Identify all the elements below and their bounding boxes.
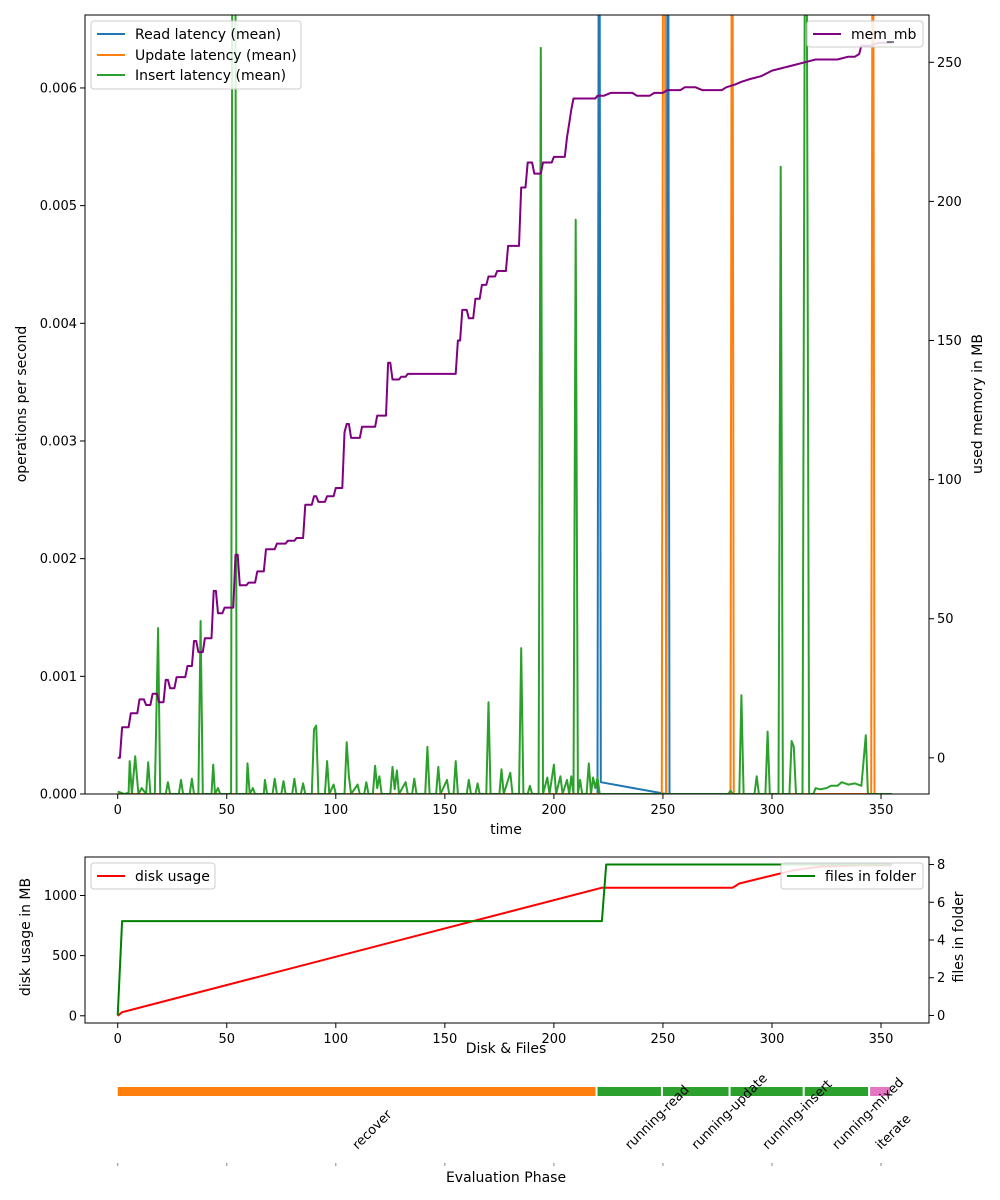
y-tick-label: 0.006: [40, 81, 77, 96]
x-tick-label: 50: [218, 1032, 235, 1047]
x-tick-label: 100: [323, 803, 348, 818]
phase-bar-running-mixed: [804, 1087, 869, 1096]
disk-panel-frame: [84, 856, 930, 1024]
legend-latency-box: [90, 20, 302, 90]
phase-bar-running-update: [662, 1087, 729, 1096]
legend-label-update: Update latency (mean): [135, 48, 297, 64]
y-axis-label-ops: operations per second: [14, 326, 30, 483]
legend-label-disk: disk usage: [135, 869, 210, 885]
legend-memory-box: [806, 20, 924, 48]
phase-minor-ticks: [117, 1163, 882, 1166]
y-tick-label: 0.005: [40, 199, 77, 214]
phase-bar-recover: [117, 1087, 596, 1096]
x-tick-label: 250: [651, 803, 676, 818]
x-tick-label: 200: [541, 803, 566, 818]
x-tick-label: 350: [869, 1032, 894, 1047]
disk-panel-ticks: 0 50 100 150 200 250 300 350 0 500 1000 0 2 4 6 8: [44, 858, 945, 1047]
y2-tick-label: 2: [937, 971, 945, 986]
x-tick-label: 200: [541, 1032, 566, 1047]
x-tick-label: 350: [869, 803, 894, 818]
x-tick-label: 150: [432, 1032, 457, 1047]
latency-panel-ticks: 0 50 100 150 200 250 300 350 0.000 0.001 0.002 0.00…: [40, 56, 962, 818]
x-axis-label-time: time: [490, 822, 522, 838]
x-tick-label: 300: [760, 803, 785, 818]
legend-disk: disk usage: [90, 862, 216, 890]
x-tick-label: 150: [432, 803, 457, 818]
x-tick-label: 0: [114, 1032, 122, 1047]
y-axis-label-disk: disk usage in MB: [18, 878, 34, 996]
x-axis-label-disk-files: Disk & Files: [466, 1041, 547, 1057]
y2-tick-label: 150: [937, 334, 962, 349]
legend-files: files in folder: [780, 862, 924, 890]
x-tick-label: 100: [323, 1032, 348, 1047]
y2-tick-label: 8: [937, 858, 945, 873]
x-tick-label: 0: [114, 803, 122, 818]
y-tick-label: 500: [52, 949, 77, 964]
legend-label-read: Read latency (mean): [135, 27, 281, 43]
latency-memory-panel: 0 50 100 150 200 250 300 350 0.000 0.001 0.002 0.00…: [14, 14, 986, 838]
legend-files-box: [780, 862, 924, 890]
y2-tick-label: 200: [937, 195, 962, 210]
legend-label-insert: Insert latency (mean): [135, 68, 286, 84]
y2-axis-label-memory: used memory in MB: [970, 334, 986, 474]
y-tick-label: 0.002: [40, 552, 77, 567]
legend-label-files: files in folder: [825, 869, 916, 885]
y-tick-label: 1000: [44, 889, 77, 904]
x-tick-label: 250: [651, 1032, 676, 1047]
x-tick-label: 50: [218, 803, 235, 818]
legend-memory: mem_mb: [806, 20, 924, 48]
phase-bar-running-insert: [730, 1087, 803, 1096]
x-tick-label: 300: [760, 1032, 785, 1047]
y-tick-label: 0.000: [40, 788, 77, 803]
series-line-mem-mb: [117, 41, 892, 759]
legend-disk-box: [90, 862, 216, 890]
y2-tick-label: 6: [937, 896, 945, 911]
series-line-files-in-folder: [116, 863, 892, 1016]
y2-axis-label-files: files in folder: [951, 891, 967, 982]
disk-files-panel: 0 50 100 150 200 250 300 350 0 500 1000 0 2 4 6 8 Disk …: [18, 856, 967, 1057]
y-tick-label: 0: [69, 1009, 77, 1024]
y-tick-label: 0.004: [40, 317, 77, 332]
x-axis-label-phase: Evaluation Phase: [446, 1170, 566, 1186]
y2-tick-label: 100: [937, 473, 962, 488]
y2-tick-label: 0: [937, 751, 945, 766]
latency-panel-frame: [84, 14, 930, 795]
phase-bar-running-read: [597, 1087, 661, 1096]
phase-bars: [117, 1087, 890, 1096]
y2-tick-label: 4: [937, 934, 945, 949]
phase-bar-iterate: [870, 1087, 890, 1096]
legend-label-mem: mem_mb: [851, 27, 917, 43]
y-tick-label: 0.003: [40, 434, 77, 449]
latency-panel-lines: [117, 15, 892, 794]
y2-tick-label: 0: [937, 1009, 945, 1024]
series-line-insert-latency-mean: [117, 15, 892, 794]
legend-latency: Read latency (mean) Update latency (mean…: [90, 20, 302, 90]
series-line-read-latency-mean: [596, 15, 671, 794]
y2-tick-label: 50: [937, 612, 954, 627]
y2-tick-label: 250: [937, 56, 962, 71]
y-tick-label: 0.001: [40, 670, 77, 685]
